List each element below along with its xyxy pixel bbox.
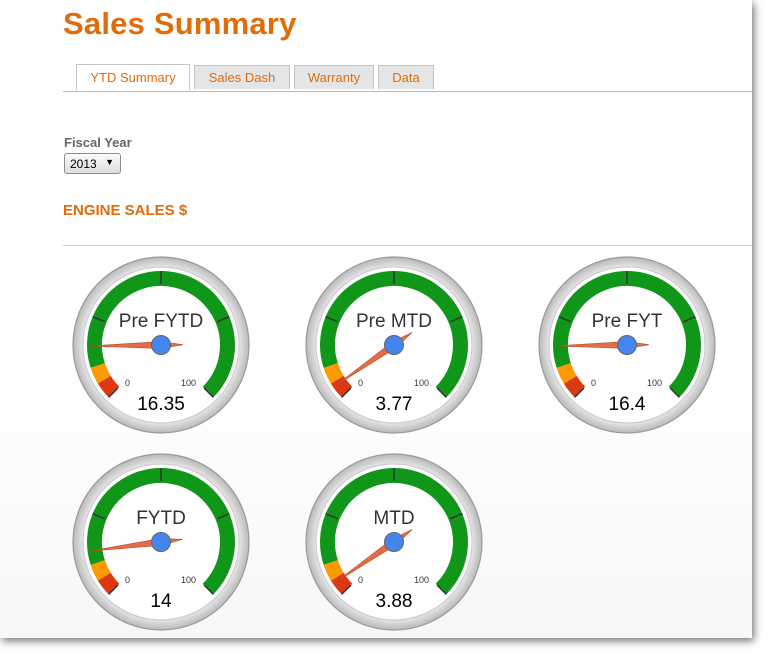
gauge-major-tick [574, 387, 585, 398]
gauge-label: Pre FYT [592, 311, 663, 332]
gauge-value: 3.77 [376, 394, 413, 415]
gauge-major-tick [92, 512, 105, 520]
gauge-max-label: 100 [414, 378, 429, 388]
gauge-major-tick [450, 512, 463, 520]
gauge-max-label: 100 [181, 378, 196, 388]
gauge-needle-hub [617, 335, 637, 355]
gauge-major-tick [108, 387, 119, 398]
chevron-down-icon: ▼ [105, 157, 114, 167]
gauge-major-tick [669, 387, 680, 398]
gauge-label: Pre FYTD [119, 311, 203, 332]
gauge-max-label: 100 [181, 575, 196, 585]
gauge-band-green [320, 271, 468, 398]
gauge-band-red [97, 572, 120, 595]
section-divider [63, 245, 752, 246]
gauge-band-yellow [90, 363, 111, 384]
gauge-major-tick [341, 584, 352, 595]
gauge-band-red [563, 375, 586, 398]
gauge-major-tick [108, 584, 119, 595]
gauge-major-tick [558, 315, 571, 323]
gauge-max-label: 100 [647, 378, 662, 388]
gauge-band-yellow [323, 363, 344, 384]
gauge-min-label: 0 [358, 378, 363, 388]
gauge-value: 16.35 [137, 394, 185, 415]
tab-ytd-summary[interactable]: YTD Summary [76, 64, 190, 90]
gauge-band-red [97, 375, 120, 398]
gauge-needle-hub [151, 335, 171, 355]
fiscal-year-select[interactable]: 2013 ▼ [64, 153, 121, 174]
tab-sales-dash[interactable]: Sales Dash [194, 65, 290, 89]
gauge-label: Pre MTD [356, 311, 432, 332]
gauge-pre-fytd: Pre FYTD 0 100 16.35 [71, 255, 251, 435]
gauge-major-tick [325, 512, 338, 520]
gauge-label: MTD [373, 508, 414, 529]
gauge-major-tick [325, 315, 338, 323]
gauge-needle-hub [384, 532, 404, 552]
gauge-band-yellow [90, 560, 111, 581]
gauge-band-yellow [323, 560, 344, 581]
app-window: Sales Summary YTD Summary Sales Dash War… [0, 0, 752, 638]
gauge-band-green [320, 468, 468, 595]
gauge-band-yellow [556, 363, 577, 384]
gauge-value: 14 [150, 591, 172, 612]
fiscal-year-value: 2013 [70, 156, 97, 171]
tab-warranty[interactable]: Warranty [294, 65, 374, 89]
gauge-major-tick [436, 387, 447, 398]
gauge-major-tick [217, 315, 230, 323]
gauge-needle-hub [384, 335, 404, 355]
page-title: Sales Summary [63, 6, 297, 41]
gauge-pre-fyt: Pre FYT 0 100 16.4 [537, 255, 717, 435]
gauge-min-label: 0 [125, 575, 130, 585]
gauge-fytd: FYTD 0 100 14 [71, 452, 251, 632]
gauge-value: 3.88 [376, 591, 413, 612]
gauge-major-tick [92, 315, 105, 323]
gauge-needle-hub [151, 532, 171, 552]
gauge-major-tick [203, 387, 214, 398]
gauge-band-green [553, 271, 701, 398]
section-title: ENGINE SALES $ [63, 202, 188, 219]
gauge-major-tick [203, 584, 214, 595]
tab-data[interactable]: Data [378, 65, 434, 89]
gauge-band-red [330, 572, 353, 595]
gauge-max-label: 100 [414, 575, 429, 585]
gauge-major-tick [683, 315, 696, 323]
gauge-min-label: 0 [358, 575, 363, 585]
gauge-min-label: 0 [125, 378, 130, 388]
gauge-value: 16.4 [609, 394, 646, 415]
gauge-svg: Pre FYTD 0 100 16.35 [72, 256, 250, 434]
gauge-major-tick [450, 315, 463, 323]
gauge-major-tick [436, 584, 447, 595]
tab-bar: YTD Summary Sales Dash Warranty Data [63, 64, 752, 92]
gauge-pre-mtd: Pre MTD 0 100 3.77 [304, 255, 484, 435]
gauge-major-tick [217, 512, 230, 520]
gauge-band-green [87, 468, 235, 595]
gauge-major-tick [341, 387, 352, 398]
gauge-label: FYTD [136, 508, 186, 529]
gauge-min-label: 0 [591, 378, 596, 388]
gauge-mtd: MTD 0 100 3.88 [304, 452, 484, 632]
fiscal-year-label: Fiscal Year [64, 135, 132, 150]
gauge-svg: FYTD 0 100 14 [72, 453, 250, 631]
gauge-band-green [87, 271, 235, 398]
